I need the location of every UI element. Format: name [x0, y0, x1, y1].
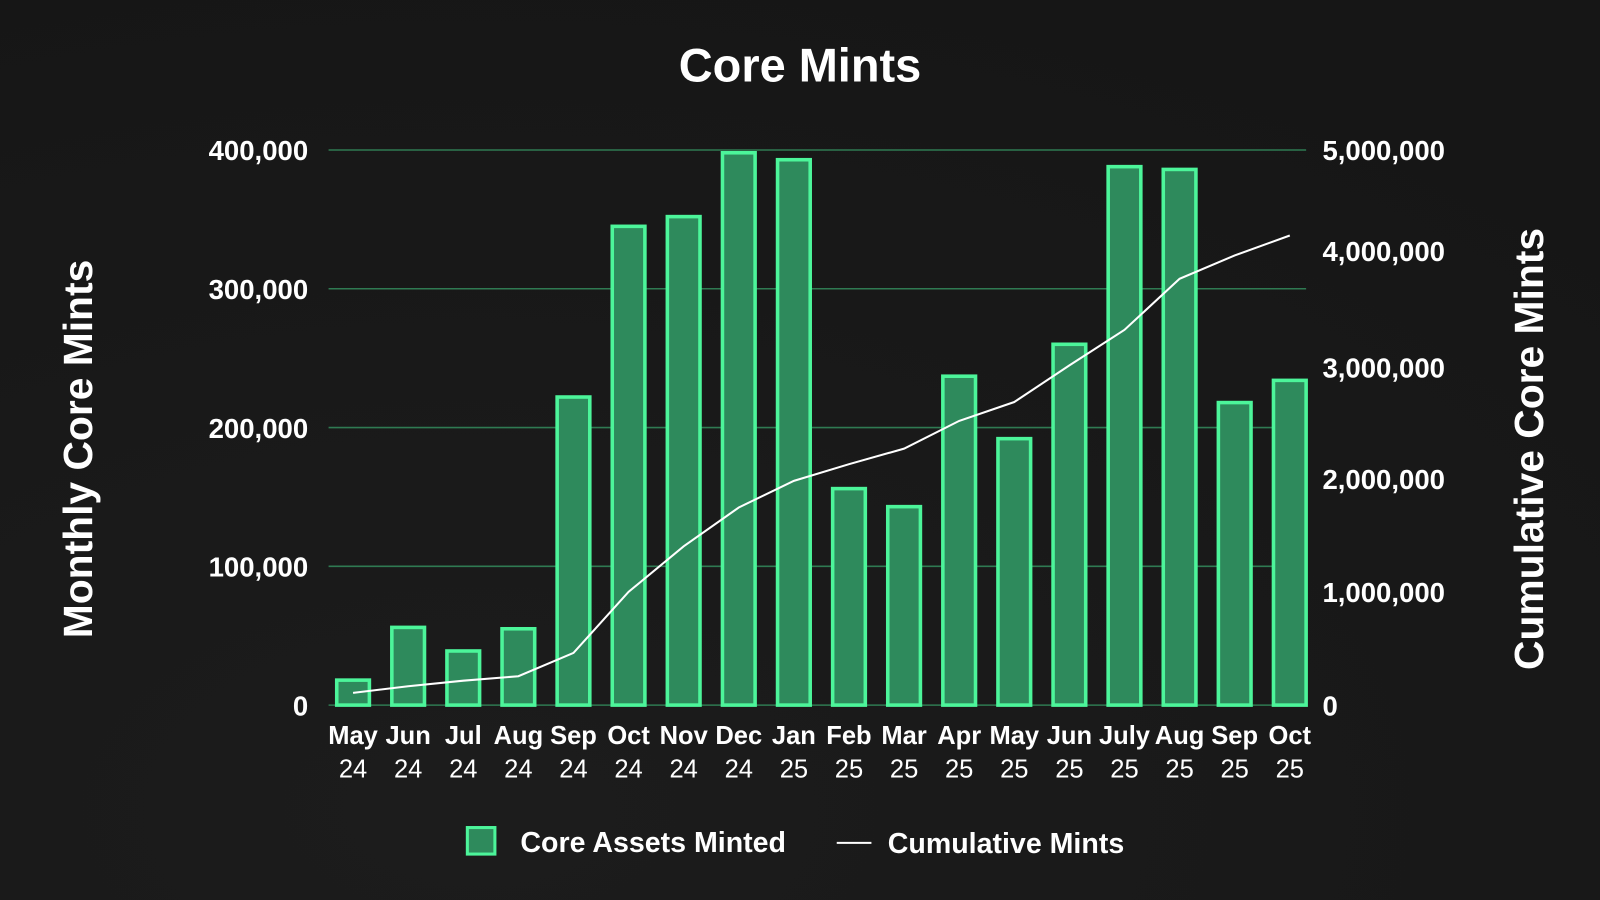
x-tick-year: 25 [1110, 756, 1138, 784]
bar-may-24 [334, 678, 372, 707]
y2-tick-label: 5,000,000 [1322, 135, 1445, 166]
x-tick-year: 24 [504, 756, 532, 784]
y-tick-label: 0 [293, 690, 308, 721]
x-tick-month: Sep [1211, 722, 1258, 750]
bar-july-25 [1106, 164, 1143, 707]
x-tick-month: Jun [385, 722, 430, 750]
bar-nov-24 [665, 214, 702, 707]
legend-bar-label: Core Assets Minted [520, 827, 786, 859]
y2-tick-label: 3,000,000 [1322, 353, 1445, 384]
x-tick-month: Jun [1047, 722, 1092, 750]
x-tick-month: Feb [826, 722, 871, 750]
x-tick-month: Dec [715, 722, 762, 750]
y2-tick-label: 1,000,000 [1322, 577, 1445, 608]
legend: Core Assets Minted Cumulative Mints [465, 826, 1124, 860]
x-tick-year: 25 [945, 756, 973, 784]
x-tick-month: Sep [550, 722, 597, 750]
x-tick-month: Jan [772, 722, 816, 750]
bar-sep-25 [1216, 400, 1253, 707]
y2-tick-label: 4,000,000 [1322, 236, 1445, 267]
x-tick-month: Oct [1269, 722, 1312, 750]
x-tick-month: July [1099, 722, 1151, 750]
y-tick-label: 300,000 [209, 274, 309, 305]
x-tick-month: Apr [937, 722, 981, 750]
x-tick-year: 24 [339, 756, 367, 784]
bar-dec-24 [720, 150, 757, 707]
y-tick-label: 100,000 [209, 552, 309, 583]
x-tick-year: 25 [780, 756, 808, 784]
x-tick-year: 25 [1000, 756, 1028, 784]
x-tick-month: Jul [445, 722, 482, 750]
x-tick-year: 25 [890, 756, 918, 784]
x-tick-month: May [989, 722, 1039, 750]
bar-feb-25 [830, 486, 868, 707]
bar-aug-25 [1161, 167, 1198, 707]
bar-may-25 [996, 436, 1033, 707]
y2-tick-label: 0 [1322, 690, 1337, 721]
x-tick-month: Oct [607, 722, 650, 750]
x-tick-month: Mar [881, 722, 926, 750]
x-tick-month: Nov [660, 722, 709, 750]
bar-jun-25 [1051, 342, 1088, 707]
x-tick-year: 24 [394, 756, 422, 784]
y2-axis-label: Cumulative Core Mints [1506, 228, 1552, 670]
x-tick-month: May [328, 722, 378, 750]
bar-jun-24 [390, 625, 427, 707]
bar-oct-24 [610, 224, 647, 707]
y-axis-label: Monthly Core Mints [55, 260, 101, 638]
bar-apr-25 [941, 374, 978, 707]
y2-tick-label: 2,000,000 [1322, 464, 1445, 495]
cumulative-line [352, 234, 1291, 694]
x-tick-year: 24 [614, 756, 642, 784]
x-tick-year: 25 [1165, 756, 1193, 784]
x-tick-year: 25 [835, 756, 863, 784]
legend-bar-swatch [465, 826, 497, 856]
x-tick-year: 24 [669, 756, 697, 784]
bar-oct-25 [1271, 378, 1308, 707]
legend-line-label: Cumulative Mints [888, 828, 1124, 860]
bar-aug-24 [500, 626, 537, 707]
y-tick-label: 400,000 [209, 135, 309, 166]
y-tick-label: 200,000 [209, 413, 309, 444]
bar-sep-24 [555, 395, 592, 707]
x-tick-year: 24 [449, 756, 477, 784]
bar-mar-25 [885, 504, 923, 707]
x-tick-year: 24 [725, 756, 753, 784]
x-tick-year: 24 [559, 756, 587, 784]
x-tick-month: Aug [494, 722, 544, 750]
x-tick-year: 25 [1055, 756, 1083, 784]
x-tick-year: 25 [1221, 756, 1249, 784]
bar-jan-25 [775, 157, 812, 707]
chart-title: Core Mints [679, 40, 921, 92]
x-tick-year: 25 [1276, 756, 1304, 784]
x-tick-month: Aug [1155, 722, 1205, 750]
bar-jul-24 [445, 649, 482, 707]
